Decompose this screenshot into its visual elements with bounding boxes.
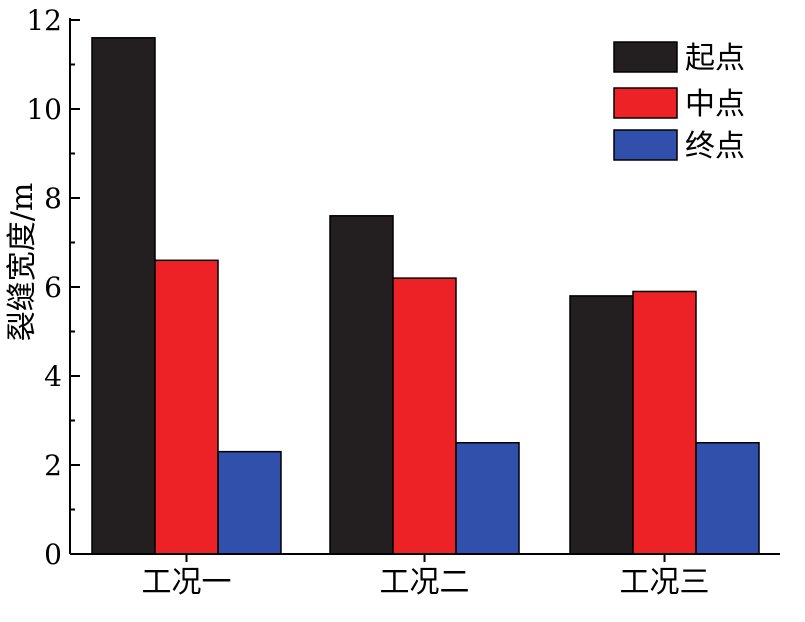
bar-3-1 bbox=[217, 450, 282, 555]
bar-2-1 bbox=[154, 259, 219, 555]
y-tick-label: 6 bbox=[44, 271, 62, 304]
y-tick-label: 10 bbox=[26, 93, 62, 126]
bar-1-1 bbox=[91, 37, 156, 555]
legend-swatch bbox=[613, 41, 678, 73]
y-ticks-layer: 0 2 4 6 8 10 12 bbox=[26, 4, 80, 571]
bar-1-3 bbox=[569, 295, 634, 555]
y-tick-label: 8 bbox=[44, 182, 62, 215]
bars-layer bbox=[91, 37, 760, 555]
y-tick-label: 12 bbox=[26, 4, 62, 37]
y-axis-title: 裂缝宽度/m bbox=[5, 183, 40, 342]
x-category-label: 工况一 bbox=[142, 565, 232, 600]
legend-label: 中点 bbox=[685, 87, 745, 122]
legend-label: 终点 bbox=[685, 129, 745, 164]
bar-3-3 bbox=[695, 442, 760, 555]
x-category-labels: 工况一 工况二 工况三 bbox=[142, 554, 710, 600]
bar-2-3 bbox=[632, 290, 697, 555]
y-tick-label: 4 bbox=[44, 360, 62, 393]
bar-3-2 bbox=[455, 442, 520, 555]
y-tick-label: 0 bbox=[44, 538, 62, 571]
legend-swatch bbox=[613, 129, 678, 161]
legend-label: 起点 bbox=[685, 41, 745, 76]
x-category-label: 工况二 bbox=[380, 565, 470, 600]
bar-1-2 bbox=[329, 215, 394, 555]
bar-2-2 bbox=[392, 277, 457, 555]
x-category-label: 工况三 bbox=[620, 565, 710, 600]
legend-swatch bbox=[613, 87, 678, 119]
y-tick-label: 2 bbox=[44, 449, 62, 482]
